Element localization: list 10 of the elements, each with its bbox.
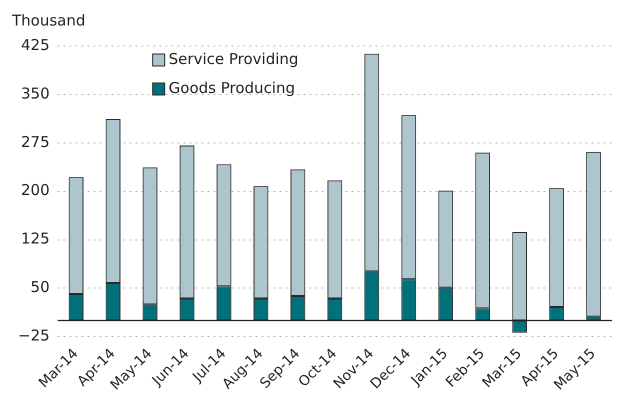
y-tick-label: 275 <box>21 132 50 151</box>
legend-label: Service Providing <box>168 50 298 68</box>
y-tick-label: 200 <box>21 181 50 200</box>
y-axis-title: Thousand <box>11 11 86 30</box>
y-tick-label: 50 <box>30 278 50 296</box>
y-tick-label: 125 <box>21 230 50 248</box>
y-tick-label: −25 <box>18 326 50 345</box>
legend-label: Goods Producing <box>168 78 296 97</box>
y-tick-label: 350 <box>21 84 50 102</box>
y-tick-label: 425 <box>21 36 50 54</box>
